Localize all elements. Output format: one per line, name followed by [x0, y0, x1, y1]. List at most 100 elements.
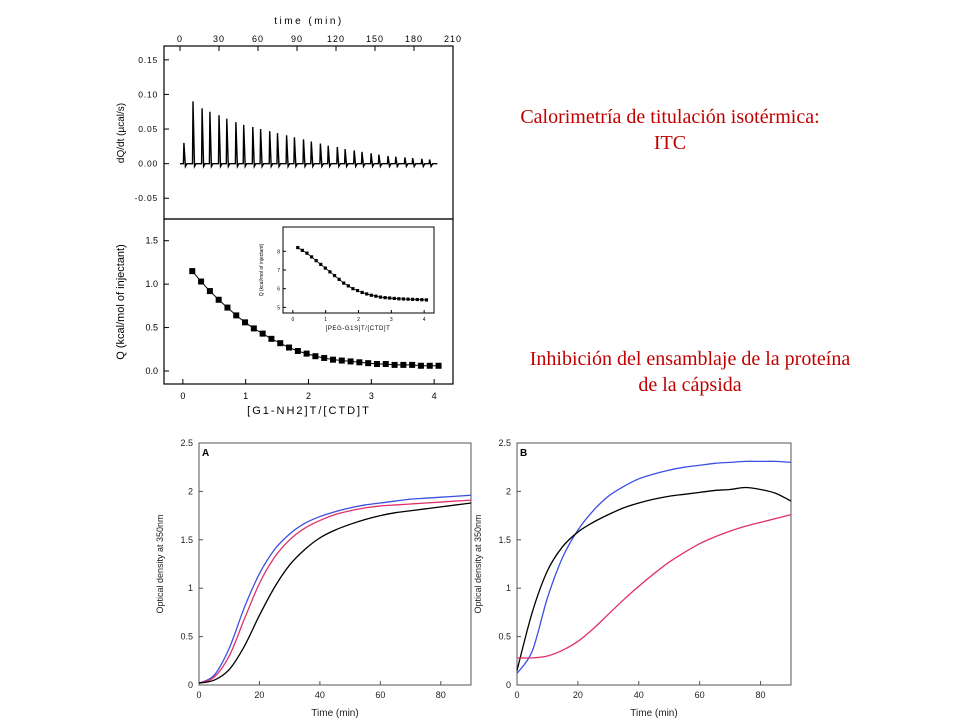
x-tick-label: 40 [634, 690, 644, 700]
panel-letter: A [202, 448, 209, 459]
y-tick-label: 2.5 [180, 438, 193, 448]
inset-data-point [424, 298, 429, 302]
x-axis-label: Time (min) [311, 708, 358, 719]
panel_b-frame [516, 442, 792, 686]
y-tick-label: 0.05 [138, 124, 158, 134]
itc-raw-frame [163, 45, 454, 220]
data-point [373, 361, 380, 368]
data-point [250, 325, 257, 332]
inset-data-point [401, 297, 406, 301]
inset-data-point [415, 297, 419, 302]
inset-data-point [383, 296, 387, 300]
inset-data-point [309, 255, 314, 259]
data-point [303, 350, 310, 357]
x-tick-label: 30 [213, 34, 225, 44]
data-point [224, 304, 231, 311]
inhibition-title-line-1: Inhibición del ensamblaje de la proteína [529, 348, 851, 370]
panel-letter: B [520, 448, 527, 459]
data-point [198, 278, 205, 285]
x-axis-label: [G1-NH2]T/[CTD]T [247, 405, 371, 417]
data-point [189, 268, 196, 275]
data-point [417, 362, 424, 369]
y-tick-label: 7 [277, 268, 280, 274]
data-point [294, 348, 301, 354]
x-tick-label: 0 [291, 317, 294, 323]
series-line-red [516, 514, 792, 659]
x-tick-label: 3 [369, 391, 374, 401]
x-tick-label: 60 [252, 34, 264, 44]
y-axis-label: Q (kcal/mol of injectant) [115, 244, 127, 360]
x-axis-label: Time (min) [630, 708, 677, 719]
y-tick-label: 2 [188, 486, 193, 496]
series-line-black [516, 486, 792, 671]
y-tick-label: 1.0 [145, 279, 158, 289]
y-tick-label: 1.5 [498, 535, 511, 545]
data-point [312, 353, 319, 360]
x-tick-label: 40 [315, 690, 325, 700]
data-point [382, 361, 389, 368]
itc-integrated-plot: 0 1 2 3 4 [G1-NH2]T/[CTD]T 1.5 1.0 0.5 0.0 Q (kcal… [115, 218, 454, 417]
data-point [259, 330, 266, 337]
y-tick-label: 0.5 [180, 632, 193, 642]
y-tick-label: 5 [277, 305, 280, 311]
y-tick-label: 2 [506, 486, 511, 496]
y-tick-label: 8 [277, 249, 280, 255]
data-point [435, 362, 442, 369]
y-tick-label: 0.5 [498, 632, 511, 642]
x-tick-label: 120 [327, 34, 345, 44]
x-tick-label: 0 [196, 690, 201, 700]
data-point [365, 360, 372, 367]
panel-a-plot: 0 20 40 60 80 Time (min) 0 0.5 1 1.5 2 2.5 Optical d… [155, 438, 472, 719]
y-tick-label: 0.00 [138, 159, 158, 169]
x-tick-label: 2 [357, 317, 360, 323]
itc-inset-plot: 0 1 2 3 4 [PEG-G1S]T/[CTD]T 8 7 6 5 Q (kcal/mol of… [259, 226, 435, 332]
inset-data-point [319, 262, 323, 266]
x-tick-label: 0 [177, 34, 183, 44]
x-tick-label: 150 [366, 34, 384, 44]
data-point [277, 340, 284, 347]
y-tick-label: 2.5 [498, 438, 511, 448]
inset-data-point [378, 295, 383, 299]
x-tick-label: 0 [180, 391, 185, 401]
inset-data-point [411, 297, 415, 301]
data-point [391, 361, 398, 368]
data-point [215, 296, 222, 303]
x-tick-label: 20 [573, 690, 583, 700]
data-point [426, 362, 433, 369]
x-tick-label: 20 [254, 690, 264, 700]
y-tick-label: 0 [506, 680, 511, 690]
data-point [409, 361, 416, 368]
x-axis-label: time (min) [274, 16, 343, 27]
data-point [400, 361, 407, 368]
inset-data-point [346, 284, 350, 288]
x-tick-label: 1 [243, 391, 248, 401]
data-point [242, 319, 249, 326]
inset-data-point [374, 294, 378, 298]
series-line-blue [516, 460, 792, 674]
x-tick-label: 2 [306, 391, 311, 401]
y-tick-label: 1 [506, 583, 511, 593]
y-axis-label: dQ/dt (µcal/s) [116, 103, 127, 163]
itc-title: Calorimetría de titulación isotérmica: I… [470, 104, 870, 156]
y-axis-label: Optical density at 350nm [473, 514, 483, 613]
data-point [338, 357, 345, 364]
inhibition-title-line-2: de la cápsida [638, 374, 742, 396]
inset-data-point [365, 292, 369, 296]
data-point [356, 359, 363, 366]
data-point [286, 344, 293, 351]
data-point [268, 335, 275, 342]
y-tick-label: 0.10 [138, 89, 158, 99]
inset-data-point [296, 245, 300, 250]
panel_a-frame [198, 442, 472, 686]
inset-data-point [323, 266, 327, 270]
inset-data-point [332, 274, 337, 278]
itc-raw-plot: 0 30 60 90 120 150 180 210 time (min) 0.15 0.10 0.0… [116, 16, 461, 220]
inhibition-title: Inhibición del ensamblaje de la proteína… [490, 346, 890, 398]
inset-data-point [342, 281, 346, 285]
inset-data-point [300, 248, 304, 252]
inset-data-point [337, 277, 341, 281]
y-tick-label: 0.0 [145, 366, 158, 376]
y-tick-label: -0.05 [135, 193, 158, 203]
